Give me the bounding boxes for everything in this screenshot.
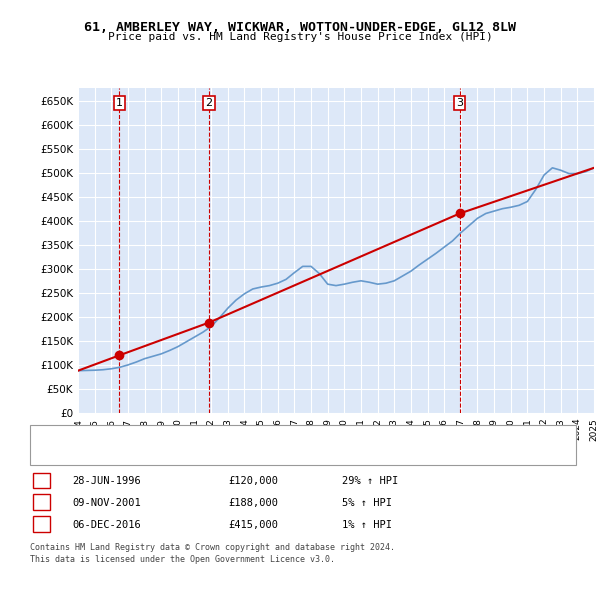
Text: 29% ↑ HPI: 29% ↑ HPI [342,476,398,486]
Text: Price paid vs. HM Land Registry's House Price Index (HPI): Price paid vs. HM Land Registry's House … [107,32,493,42]
Text: 3: 3 [456,98,463,108]
Text: ——: —— [48,449,73,462]
Text: 61, AMBERLEY WAY, WICKWAR, WOTTON-UNDER-EDGE, GL12 8LW: 61, AMBERLEY WAY, WICKWAR, WOTTON-UNDER-… [84,21,516,34]
Text: ——: —— [48,424,73,437]
Text: 28-JUN-1996: 28-JUN-1996 [72,476,141,486]
Text: £120,000: £120,000 [228,476,278,486]
Text: £415,000: £415,000 [228,520,278,529]
Text: 3: 3 [38,520,45,529]
Text: 61, AMBERLEY WAY, WICKWAR, WOTTON-UNDER-EDGE, GL12 8LW (detached house): 61, AMBERLEY WAY, WICKWAR, WOTTON-UNDER-… [78,426,486,435]
Text: 2: 2 [38,498,45,507]
Text: 1: 1 [38,476,45,486]
Text: Contains HM Land Registry data © Crown copyright and database right 2024.: Contains HM Land Registry data © Crown c… [30,543,395,552]
Text: 2: 2 [205,98,212,108]
Text: 1% ↑ HPI: 1% ↑ HPI [342,520,392,529]
Text: 06-DEC-2016: 06-DEC-2016 [72,520,141,529]
Text: 5% ↑ HPI: 5% ↑ HPI [342,498,392,507]
Text: This data is licensed under the Open Government Licence v3.0.: This data is licensed under the Open Gov… [30,555,335,564]
Text: 09-NOV-2001: 09-NOV-2001 [72,498,141,507]
Text: HPI: Average price, detached house, South Gloucestershire: HPI: Average price, detached house, Sout… [78,451,406,460]
Text: 1: 1 [116,98,123,108]
Text: £188,000: £188,000 [228,498,278,507]
